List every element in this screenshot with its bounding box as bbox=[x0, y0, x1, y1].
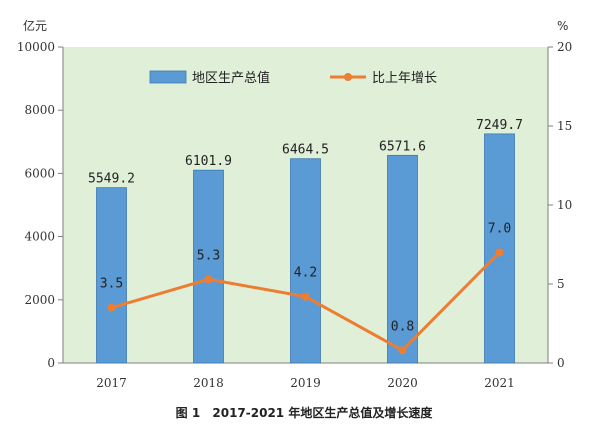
bar bbox=[387, 154, 418, 364]
figure-caption: 图 1 2017-2021 年地区生产总值及增长速度 bbox=[0, 404, 608, 421]
right-axis-tick-label: 20 bbox=[557, 40, 572, 54]
bar-data-label: 5549.2 bbox=[88, 172, 135, 187]
bar-data-label: 6571.6 bbox=[379, 139, 426, 154]
legend-bar-swatch bbox=[149, 70, 187, 84]
growth-data-label: 0.8 bbox=[391, 319, 414, 334]
legend-line-label: 比上年增长 bbox=[372, 71, 437, 86]
x-axis-tick-label: 2021 bbox=[484, 376, 515, 390]
left-axis-tick-label: 6000 bbox=[24, 166, 55, 180]
left-axis-tick-label: 10000 bbox=[17, 40, 55, 54]
right-axis-tick-label: 10 bbox=[557, 198, 572, 212]
growth-data-label: 5.3 bbox=[197, 248, 220, 263]
growth-data-label: 3.5 bbox=[100, 277, 123, 292]
left-axis-tick-label: 2000 bbox=[24, 293, 55, 307]
right-axis-unit: % bbox=[557, 19, 568, 33]
bar bbox=[193, 169, 224, 364]
right-axis-tick-label: 0 bbox=[557, 356, 565, 370]
legend-line-marker bbox=[344, 73, 352, 81]
left-axis-tick-label: 0 bbox=[47, 356, 55, 370]
growth-point bbox=[495, 248, 504, 257]
bar-data-label: 6101.9 bbox=[185, 154, 232, 169]
x-axis-tick-label: 2018 bbox=[193, 376, 224, 390]
figure-number: 图 1 bbox=[175, 406, 201, 420]
bar bbox=[290, 158, 321, 364]
bar-data-label: 7249.7 bbox=[476, 118, 523, 133]
left-axis-tick-label: 4000 bbox=[24, 230, 55, 244]
left-axis-tick-label: 8000 bbox=[24, 103, 55, 117]
x-axis-tick-label: 2017 bbox=[96, 376, 127, 390]
right-axis-tick-label: 15 bbox=[557, 119, 572, 133]
growth-data-label: 7.0 bbox=[488, 221, 511, 236]
growth-point bbox=[107, 303, 116, 312]
bar bbox=[96, 187, 127, 364]
growth-point bbox=[301, 292, 310, 301]
bar-data-label: 6464.5 bbox=[282, 143, 329, 158]
left-axis-unit: 亿元 bbox=[23, 18, 47, 33]
chart: 亿元 % 0 2000 4000 6000 8000 10000 0 5 10 15 20 2017 2… bbox=[17, 18, 572, 390]
x-axis-tick-label: 2019 bbox=[290, 376, 321, 390]
growth-data-label: 4.2 bbox=[294, 266, 317, 281]
x-axis-tick-label: 2020 bbox=[387, 376, 418, 390]
growth-point bbox=[398, 346, 407, 355]
right-axis-tick-label: 5 bbox=[557, 277, 565, 291]
growth-point bbox=[204, 275, 213, 284]
legend-bar-label: 地区生产总值 bbox=[192, 70, 270, 86]
figure-title: 2017-2021 年地区生产总值及增长速度 bbox=[212, 406, 433, 420]
